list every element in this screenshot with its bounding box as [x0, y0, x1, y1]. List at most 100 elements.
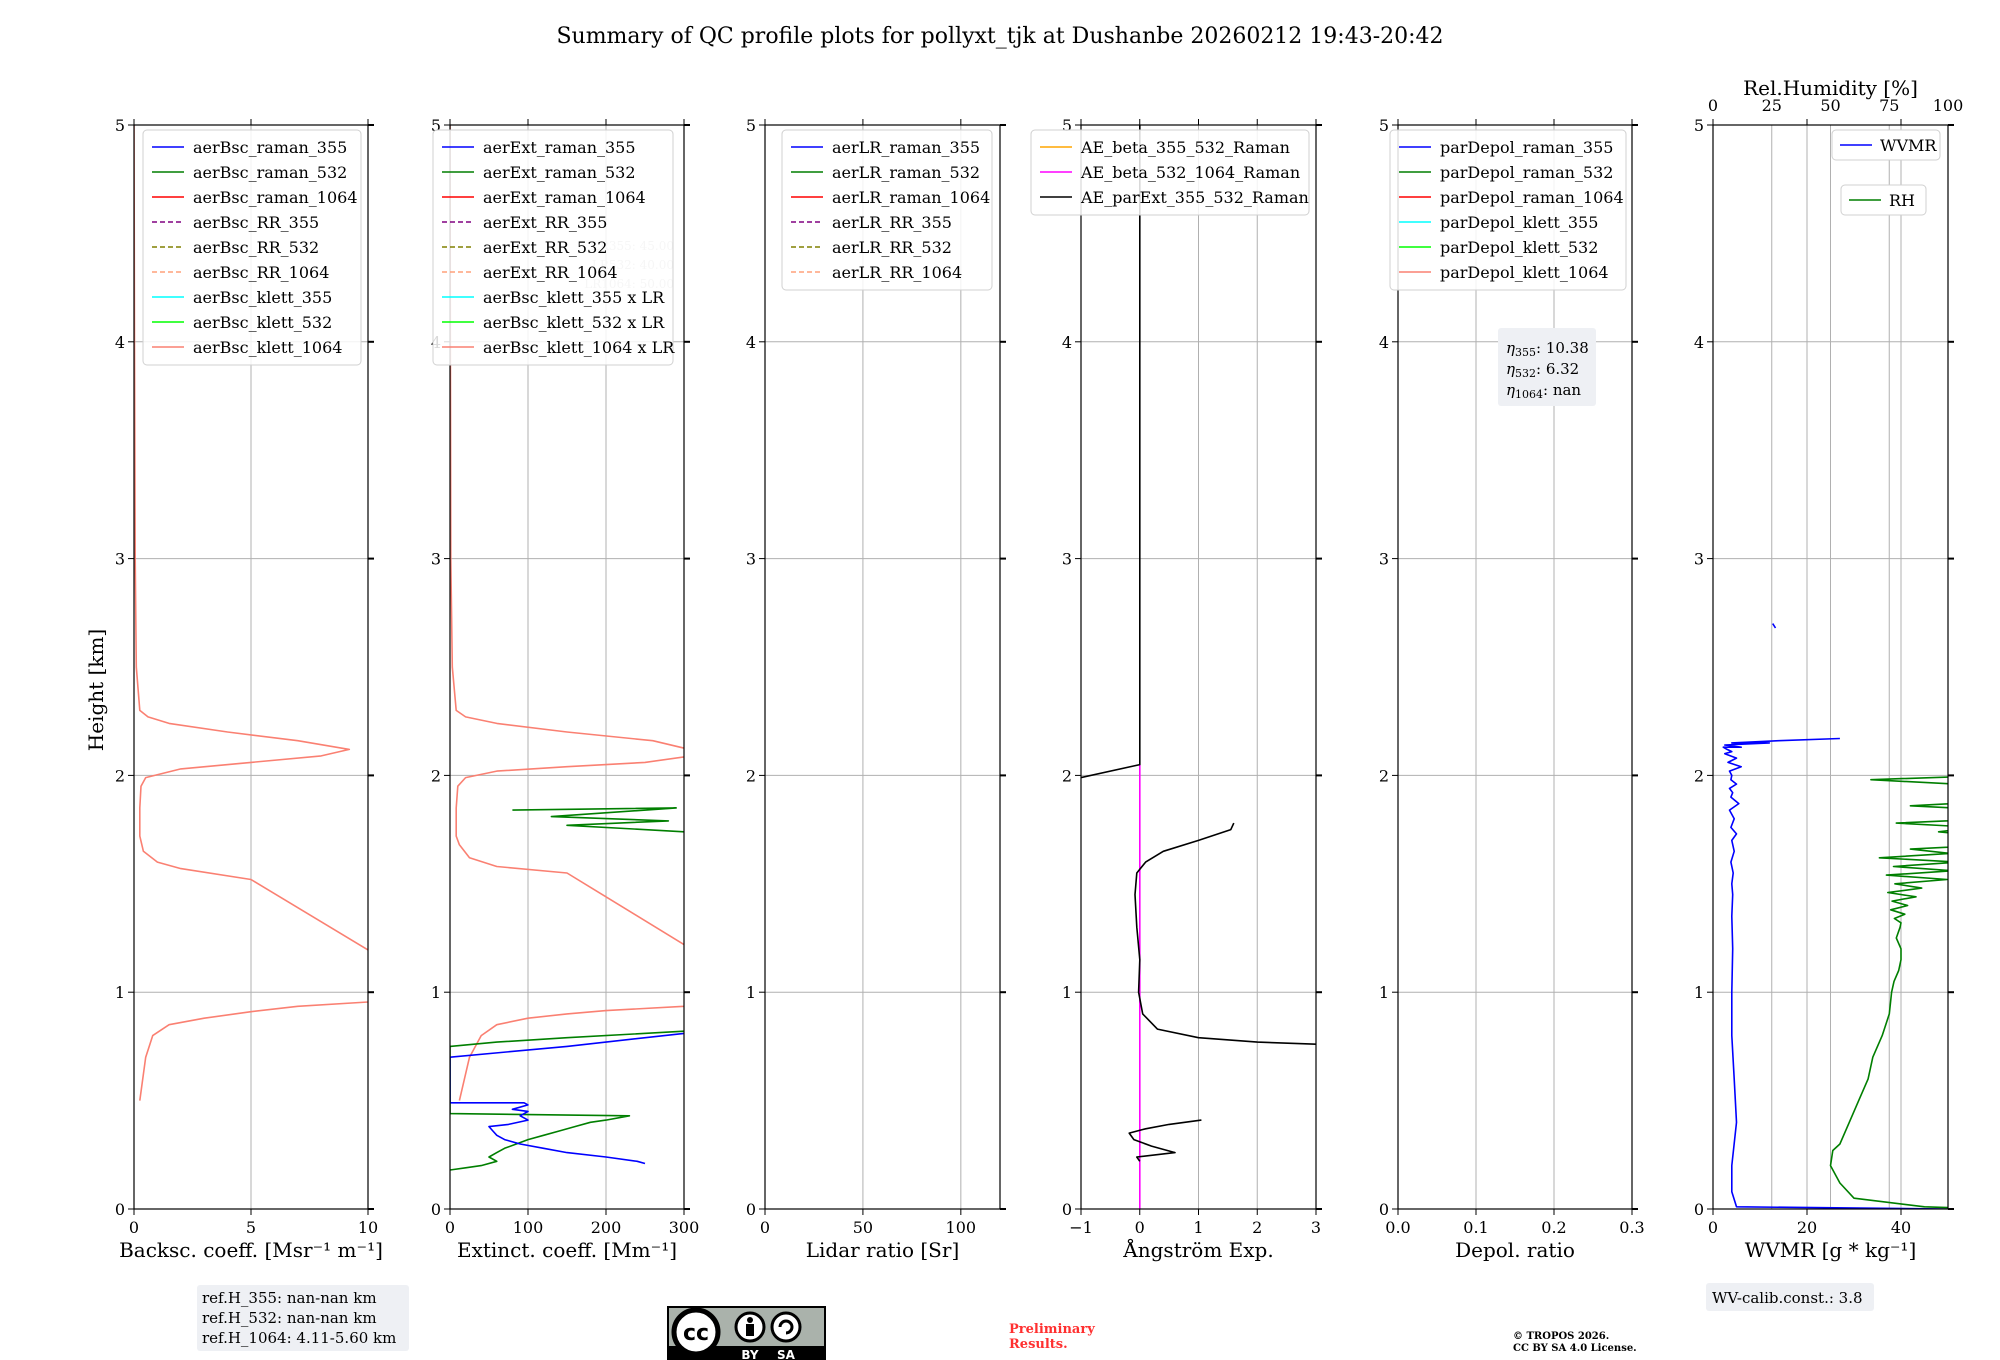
x2-axis-label: Rel.Humidity [%] [1743, 76, 1918, 100]
x2-tick-label: 25 [1762, 96, 1782, 115]
x-tick-label: 0 [1135, 1218, 1145, 1237]
x-tick-label: 1 [1193, 1218, 1203, 1237]
x-tick-label: 0 [129, 1218, 139, 1237]
ref-height-text: ref.H_532: nan-nan km [202, 1309, 377, 1327]
cc-text: cc [683, 1321, 709, 1346]
by-text: BY [741, 1348, 758, 1360]
y-tick-label: 5 [115, 116, 125, 135]
eta-value: η1064: nan [1506, 381, 1581, 401]
eta-subscript: 1064 [1515, 388, 1543, 401]
x-axis-label: WVMR [g * kg⁻¹] [1745, 1238, 1917, 1262]
y-tick-label: 3 [746, 550, 756, 569]
y-tick-label: 3 [1694, 550, 1704, 569]
x-tick-label: 0.1 [1463, 1218, 1488, 1237]
series-line [1081, 125, 1141, 779]
copyright-text: © TROPOS 2026. [1513, 1331, 1609, 1342]
axes-frame [449, 124, 685, 1210]
y-tick-label: 5 [1062, 116, 1072, 135]
y-tick-label: 0 [1694, 1200, 1704, 1219]
legend-label: aerLR_RR_532 [832, 238, 952, 257]
grid [1080, 124, 1317, 1210]
x-tick-label: 50 [853, 1218, 873, 1237]
legend-box [432, 129, 674, 366]
ref-height-text: ref.H_355: nan-nan km [202, 1289, 377, 1307]
legend-label: parDepol_klett_355 [1440, 213, 1598, 232]
y-tick-label: 0 [115, 1200, 125, 1219]
eta-symbol: η [1506, 360, 1515, 378]
y-tick-label: 3 [1062, 550, 1072, 569]
legend-label: aerBsc_klett_532 [193, 313, 332, 332]
eta-number: : 10.38 [1536, 339, 1589, 357]
cc-circle-icon [671, 1307, 721, 1357]
x-tick-label: 300 [669, 1218, 700, 1237]
y-tick-label: 2 [115, 766, 125, 785]
eta-symbol: η [1506, 381, 1515, 399]
x-tick-label: 0.3 [1619, 1218, 1644, 1237]
series-group [1722, 623, 1948, 1209]
legend-box [781, 129, 993, 291]
legend-label: AE_parExt_355_532_Raman [1080, 188, 1309, 207]
eta-subscript: 355 [1515, 346, 1536, 359]
x2-tick-label: 50 [1820, 96, 1840, 115]
y-tick-label: 1 [746, 983, 756, 1002]
y-tick-label: 2 [1694, 766, 1704, 785]
y-tick-label: 4 [1062, 333, 1072, 352]
legend-label: aerExt_RR_355 [483, 213, 607, 232]
license-text: CC BY SA 4.0 License. [1513, 1343, 1637, 1354]
legend: parDepol_raman_355 parDepol_raman_532 parD… [1389, 129, 1627, 291]
series-line [450, 1030, 684, 1171]
legend: aerLR_raman_355 aerLR_raman_532 aerLR_rama… [781, 129, 993, 291]
x-axis-label: Extinct. coeff. [Mm⁻¹] [457, 1238, 677, 1262]
legend-label: aerLR_RR_1064 [832, 263, 962, 282]
x2-tick-label: 0 [1708, 96, 1718, 115]
x-tick-label: 0 [760, 1218, 770, 1237]
x-tick-label: 200 [591, 1218, 622, 1237]
axes-frame [1397, 124, 1633, 1210]
legend-label: aerBsc_klett_355 [193, 288, 332, 307]
series-line [1772, 623, 1777, 629]
legend-label: aerBsc_raman_355 [193, 138, 347, 157]
legend-box [1840, 184, 1927, 216]
legend-box [1831, 129, 1941, 161]
x-tick-label: 100 [946, 1218, 977, 1237]
y-tick-label: 5 [1694, 116, 1704, 135]
series-line [1722, 737, 1948, 1209]
y-tick-label: 0 [431, 1200, 441, 1219]
y-tick-label: 1 [115, 983, 125, 1002]
y-tick-label: 1 [1379, 983, 1389, 1002]
x-tick-label: 0.2 [1541, 1218, 1566, 1237]
x-tick-label: 100 [513, 1218, 544, 1237]
series-line [1128, 1119, 1202, 1162]
legend: AE_beta_355_532_Raman AE_beta_532_1064_Ra… [1030, 129, 1310, 216]
legend: RH [1840, 184, 1927, 216]
x-axis-label: Lidar ratio [Sr] [806, 1238, 960, 1262]
legend-box [1030, 129, 1310, 216]
panel-6: 0 20 40 0 1 2 3 4 5 WVMR [g * kg⁻¹] 0 25 50 75 100 Rel.… [1694, 76, 1964, 1311]
grid [1712, 124, 1949, 1210]
legend: aerExt_raman_355 aerExt_raman_532 aerExt_r… [432, 129, 675, 366]
eta-box-bg [1498, 328, 1596, 406]
x-tick-label: 2 [1252, 1218, 1262, 1237]
legend-label: aerExt_RR_1064 [483, 263, 618, 282]
legend-label: aerBsc_raman_1064 [193, 188, 358, 207]
legend-label: parDepol_raman_355 [1440, 138, 1613, 157]
x2-tick-label: 100 [1933, 96, 1964, 115]
axes-frame [1712, 124, 1949, 1210]
legend-box [142, 129, 362, 366]
y-tick-label: 4 [1694, 333, 1704, 352]
series-line [1134, 822, 1316, 1045]
y-tick-label: 2 [1062, 766, 1072, 785]
sa-arrow-icon [778, 1319, 794, 1335]
legend-box [1389, 129, 1627, 291]
y-axis-label: Height [km] [84, 629, 108, 751]
legend: WVMR [1831, 129, 1941, 161]
y-tick-label: 0 [746, 1200, 756, 1219]
legend-label: aerExt_RR_532 [483, 238, 607, 257]
preliminary-label: Preliminary [1009, 1322, 1095, 1337]
y-tick-label: 0 [1379, 1200, 1389, 1219]
eta-symbol: η [1506, 339, 1515, 357]
legend-label: aerLR_RR_355 [832, 213, 952, 232]
